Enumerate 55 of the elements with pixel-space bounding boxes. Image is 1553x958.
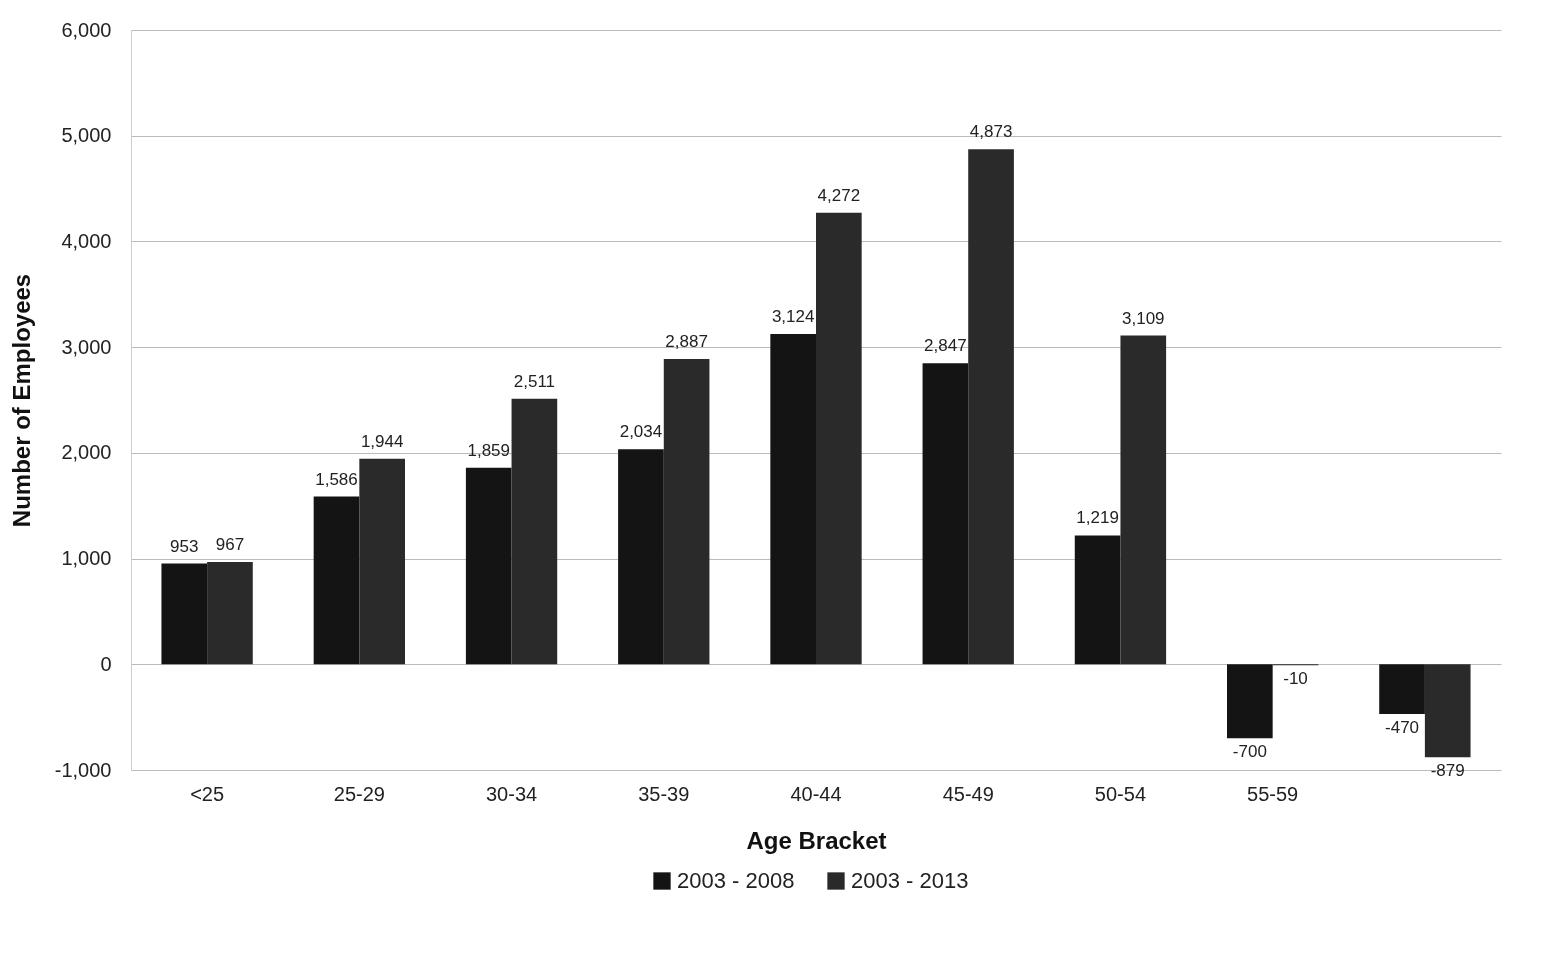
bar [359,458,405,665]
bar [663,359,710,665]
bar [1227,664,1273,739]
x-tick-label: 55-59 [1247,782,1299,805]
data-label: 2,034 [619,422,663,442]
y-tick-label: 1,000 [61,547,112,570]
data-label: 953 [170,536,199,556]
data-label: 3,109 [1122,308,1165,328]
data-label: 3,124 [771,307,815,327]
x-tick-label: 30-34 [485,782,538,805]
data-label: 4,272 [817,185,861,205]
bar [770,334,816,665]
x-tick-label: 50-54 [1094,782,1147,805]
x-tick-label: 45-49 [942,782,994,805]
y-tick-label: 5,000 [61,124,112,147]
x-axis-title: Age Bracket [746,826,887,854]
data-label: 2,511 [513,371,556,391]
bar [618,449,664,665]
y-tick-label: 3,000 [61,335,112,358]
data-label: 2,847 [924,336,967,356]
data-label: 967 [215,535,245,555]
data-label: -700 [1232,742,1267,762]
y-tick-label: 6,000 [61,18,112,41]
x-tick-label: 40-44 [790,782,842,805]
bar [816,212,862,665]
x-tick-label: 25-29 [333,782,385,805]
bar [1424,664,1471,758]
bar [1379,664,1425,714]
data-label: 1,219 [1076,508,1119,528]
bar [161,563,208,665]
bar [313,496,360,665]
data-label: 4,873 [969,122,1013,142]
data-label: 1,859 [467,440,510,460]
bar [1120,335,1167,665]
x-tick-label: 35-39 [638,782,690,805]
bar [465,467,512,665]
bar [922,363,969,665]
data-label: -470 [1385,717,1420,737]
data-label: 1,944 [360,431,404,451]
bar [968,149,1014,665]
y-tick-label: 0 [100,652,112,675]
x-tick-label: <25 [190,782,225,805]
data-label: 2,887 [665,332,708,352]
legend-label: 2003 - 2013 [851,868,969,893]
bar [1074,535,1121,665]
y-tick-label: 4,000 [61,229,112,252]
data-label: 1,586 [315,469,358,489]
legend-label: 2003 - 2008 [677,868,795,893]
y-tick-label: -1,000 [54,758,112,781]
y-tick-label: 2,000 [61,441,112,464]
data-label: -879 [1430,761,1465,781]
bar [207,562,253,665]
bar [511,398,558,665]
data-label: -10 [1283,669,1308,689]
y-axis-title: Number of Employees [7,273,35,528]
